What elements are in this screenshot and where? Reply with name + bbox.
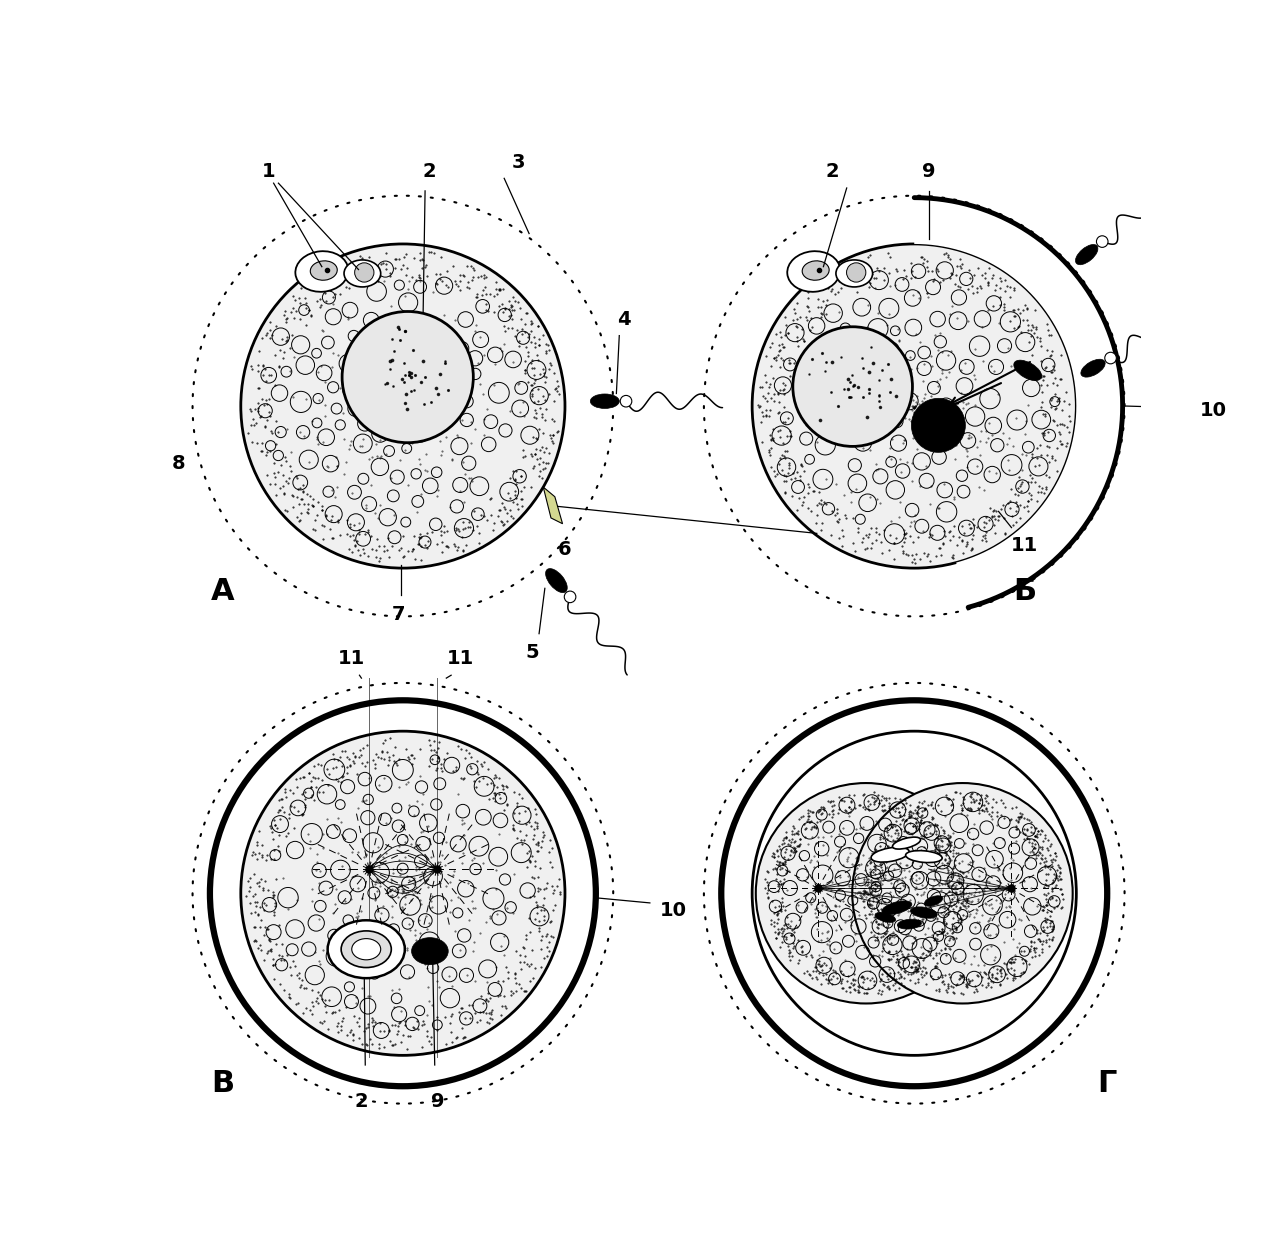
Circle shape: [564, 591, 576, 603]
Text: 11: 11: [447, 649, 474, 668]
Text: Б: Б: [1014, 576, 1037, 605]
Text: 2: 2: [825, 162, 839, 182]
Circle shape: [209, 700, 596, 1086]
Text: А: А: [211, 576, 234, 605]
Circle shape: [793, 327, 912, 446]
Circle shape: [1105, 352, 1117, 363]
Ellipse shape: [897, 920, 921, 928]
Text: 2: 2: [423, 162, 436, 182]
Ellipse shape: [871, 847, 910, 862]
Text: 2: 2: [355, 1093, 369, 1111]
Text: В: В: [211, 1069, 234, 1098]
Circle shape: [911, 398, 965, 452]
Text: 9: 9: [921, 162, 935, 182]
Ellipse shape: [344, 259, 380, 287]
Circle shape: [240, 732, 565, 1055]
Text: 8: 8: [171, 455, 185, 474]
Ellipse shape: [1014, 360, 1042, 381]
Text: 1: 1: [262, 162, 275, 182]
Circle shape: [1096, 236, 1108, 247]
Circle shape: [752, 244, 1077, 568]
Text: 4: 4: [617, 309, 631, 328]
Ellipse shape: [411, 937, 448, 965]
Text: 11: 11: [338, 649, 365, 668]
Ellipse shape: [875, 912, 896, 922]
Ellipse shape: [296, 251, 348, 292]
Polygon shape: [914, 198, 1123, 608]
Text: 5: 5: [526, 643, 540, 663]
Circle shape: [240, 244, 565, 568]
Circle shape: [342, 312, 473, 442]
Text: 10: 10: [1200, 401, 1227, 420]
Ellipse shape: [911, 907, 937, 918]
Ellipse shape: [924, 896, 943, 906]
Ellipse shape: [328, 920, 405, 979]
Ellipse shape: [546, 569, 567, 593]
Ellipse shape: [893, 837, 920, 850]
Ellipse shape: [788, 251, 840, 292]
Text: Г: Г: [1097, 1069, 1117, 1098]
Ellipse shape: [1081, 360, 1105, 377]
Ellipse shape: [1076, 244, 1097, 264]
Circle shape: [621, 396, 632, 407]
Ellipse shape: [352, 938, 380, 960]
Ellipse shape: [341, 931, 392, 967]
Text: 9: 9: [430, 1093, 445, 1111]
Ellipse shape: [906, 851, 942, 862]
Text: 7: 7: [392, 605, 405, 624]
Circle shape: [852, 783, 1073, 1004]
Text: 10: 10: [659, 901, 686, 920]
Circle shape: [756, 783, 977, 1004]
Ellipse shape: [882, 901, 912, 915]
Circle shape: [847, 263, 866, 282]
Text: 3: 3: [511, 153, 526, 172]
Text: 11: 11: [1011, 536, 1038, 555]
Text: 6: 6: [558, 540, 572, 559]
Ellipse shape: [310, 261, 337, 281]
Ellipse shape: [590, 393, 619, 408]
Circle shape: [721, 700, 1108, 1086]
Ellipse shape: [837, 259, 873, 287]
Polygon shape: [544, 487, 563, 524]
Ellipse shape: [802, 261, 829, 281]
Circle shape: [355, 263, 374, 282]
